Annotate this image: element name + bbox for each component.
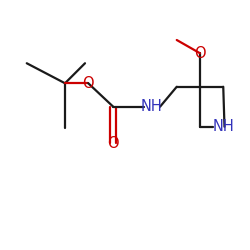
Text: NH: NH [141,99,163,114]
Text: NH: NH [212,119,234,134]
Text: O: O [194,46,206,61]
Text: O: O [108,136,119,151]
Text: O: O [82,76,94,91]
